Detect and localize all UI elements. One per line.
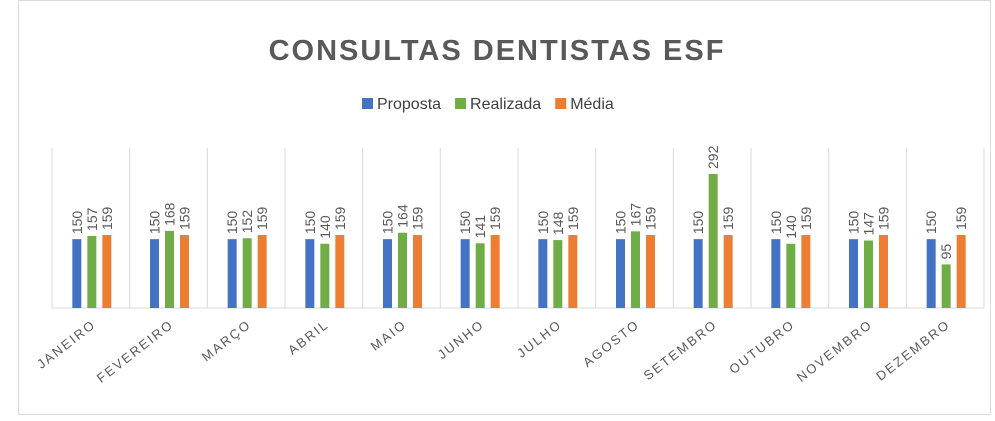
chart-title: CONSULTAS DENTISTAS ESF bbox=[269, 35, 726, 67]
bar bbox=[242, 238, 252, 308]
bar bbox=[72, 239, 82, 308]
bar bbox=[305, 239, 315, 308]
bar bbox=[941, 264, 951, 308]
bar bbox=[150, 239, 159, 308]
bar bbox=[475, 243, 485, 308]
bar bbox=[320, 243, 330, 308]
data-label: 159 bbox=[410, 206, 426, 230]
data-label: 159 bbox=[487, 206, 503, 230]
bar bbox=[87, 235, 97, 308]
data-label: 150 bbox=[147, 211, 163, 235]
data-label: 150 bbox=[457, 211, 473, 235]
bar bbox=[693, 239, 703, 308]
data-label: 140 bbox=[783, 215, 799, 239]
data-label: 150 bbox=[224, 211, 240, 235]
legend-label: Média bbox=[570, 96, 614, 113]
bar bbox=[864, 240, 873, 308]
data-label: 152 bbox=[239, 210, 255, 234]
data-label: 292 bbox=[705, 145, 721, 169]
data-label: 148 bbox=[550, 211, 566, 235]
bar bbox=[708, 173, 718, 308]
data-label: 95 bbox=[938, 244, 954, 260]
data-label: 150 bbox=[69, 211, 85, 235]
data-label: 159 bbox=[254, 206, 270, 230]
data-label: 159 bbox=[332, 206, 348, 230]
legend-swatch bbox=[555, 98, 567, 109]
bar bbox=[879, 235, 888, 308]
bar bbox=[568, 235, 578, 308]
bar bbox=[646, 235, 655, 308]
data-label: 140 bbox=[317, 215, 333, 239]
data-label: 159 bbox=[565, 206, 581, 230]
bar bbox=[926, 239, 936, 308]
data-label: 150 bbox=[923, 211, 939, 235]
bar bbox=[538, 239, 548, 308]
bar bbox=[553, 240, 563, 308]
legend-label: Proposta bbox=[377, 96, 441, 113]
legend-swatch bbox=[362, 98, 373, 109]
data-label: 150 bbox=[768, 211, 784, 235]
data-label: 157 bbox=[84, 207, 100, 231]
data-label: 159 bbox=[876, 206, 892, 230]
data-label: 150 bbox=[380, 211, 396, 235]
bar bbox=[398, 232, 407, 308]
data-label: 159 bbox=[798, 206, 814, 230]
bar bbox=[180, 235, 189, 308]
data-label: 164 bbox=[395, 204, 411, 228]
legend: Proposta Realizada Média bbox=[362, 96, 614, 113]
bar bbox=[257, 235, 267, 308]
bar bbox=[723, 235, 733, 308]
data-label: 159 bbox=[177, 206, 193, 230]
data-label: 159 bbox=[643, 206, 659, 230]
bar bbox=[771, 239, 781, 308]
bar bbox=[227, 239, 237, 308]
bar bbox=[490, 235, 500, 308]
bar bbox=[102, 235, 112, 308]
data-label: 167 bbox=[628, 203, 644, 227]
data-label: 150 bbox=[535, 211, 551, 235]
bar bbox=[335, 235, 345, 308]
data-label: 159 bbox=[953, 206, 969, 230]
data-label: 150 bbox=[846, 211, 862, 235]
bar bbox=[165, 230, 174, 308]
data-label: 147 bbox=[861, 212, 877, 236]
bar bbox=[460, 239, 470, 308]
legend-swatch bbox=[455, 98, 467, 109]
data-label: 168 bbox=[162, 202, 178, 226]
bar bbox=[383, 239, 392, 308]
data-label: 159 bbox=[720, 206, 736, 230]
data-label: 141 bbox=[472, 215, 488, 239]
bar bbox=[413, 235, 422, 308]
bar bbox=[849, 239, 858, 308]
legend-label: Realizada bbox=[470, 96, 541, 113]
data-label: 150 bbox=[302, 211, 318, 235]
data-label: 159 bbox=[99, 206, 115, 230]
data-label: 150 bbox=[690, 211, 706, 235]
bar bbox=[786, 243, 796, 308]
bar bbox=[616, 239, 625, 308]
bar bbox=[956, 235, 966, 308]
bar bbox=[801, 235, 811, 308]
bar bbox=[631, 231, 640, 308]
data-label: 150 bbox=[613, 211, 629, 235]
